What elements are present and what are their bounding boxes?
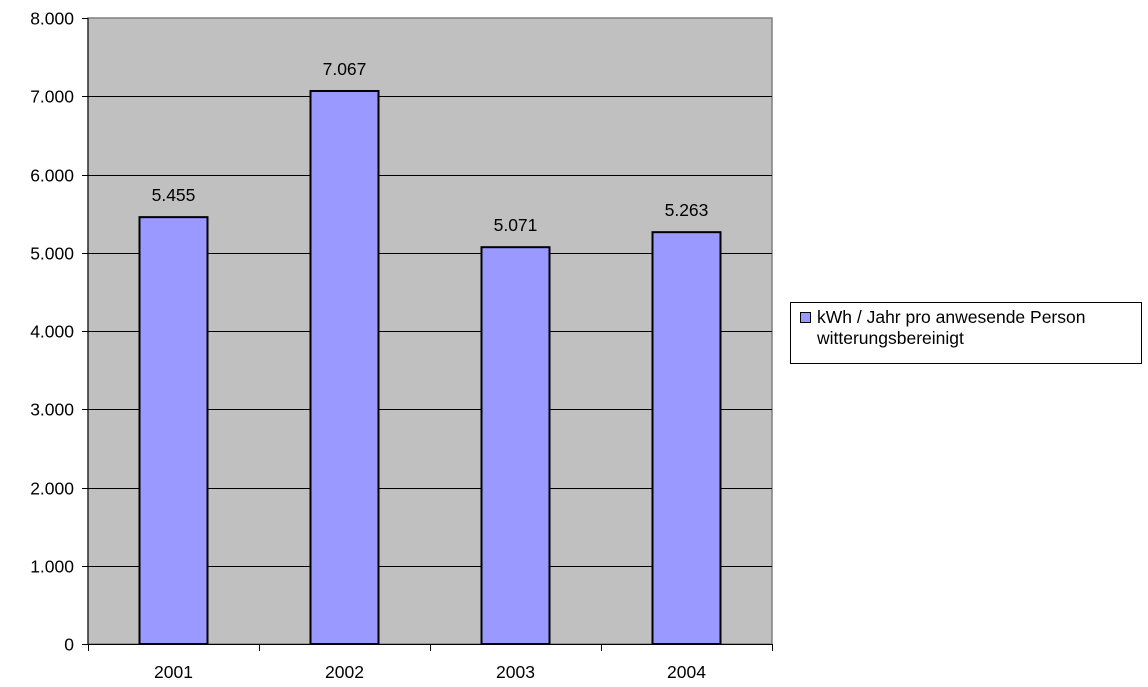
x-tick-label-2003: 2003 (496, 662, 535, 682)
legend-series-label: kWh / Jahr pro anwesende Person witterun… (817, 307, 1086, 348)
legend-swatch (800, 312, 811, 323)
data-label-2001: 5.455 (152, 185, 196, 205)
y-tick-label: 0 (64, 635, 74, 655)
bar-2004 (651, 231, 722, 645)
y-tick-label: 3.000 (30, 400, 74, 420)
x-tick-label-2002: 2002 (325, 662, 364, 682)
bar-2002 (309, 90, 380, 645)
y-tick-label: 6.000 (30, 166, 74, 186)
x-tick-label-2001: 2001 (154, 662, 193, 682)
y-tick-label: 7.000 (30, 87, 74, 107)
bar-2001 (138, 216, 209, 646)
x-tick-label-2004: 2004 (667, 662, 706, 682)
y-tick-label: 2.000 (30, 479, 74, 499)
y-tick-label: 4.000 (30, 322, 74, 342)
data-label-2003: 5.071 (494, 215, 538, 235)
y-tick-label: 8.000 (30, 9, 74, 29)
bar-2003 (480, 246, 551, 645)
data-label-2002: 7.067 (323, 59, 367, 79)
legend: kWh / Jahr pro anwesende Person witterun… (790, 302, 1142, 364)
y-tick-label: 1.000 (30, 557, 74, 577)
y-tick-label: 5.000 (30, 244, 74, 264)
data-label-2004: 5.263 (665, 200, 709, 220)
